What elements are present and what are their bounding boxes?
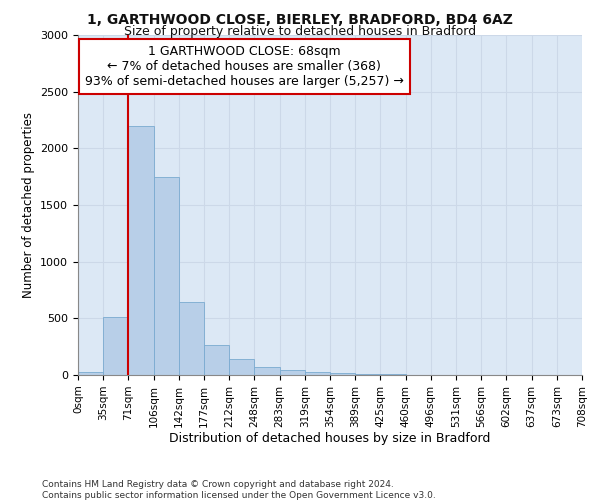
Bar <box>103 317 128 375</box>
Bar <box>179 302 204 375</box>
Bar <box>229 358 254 375</box>
Bar <box>330 372 355 375</box>
Y-axis label: Number of detached properties: Number of detached properties <box>22 112 35 298</box>
Bar <box>204 345 229 375</box>
Text: 1, GARTHWOOD CLOSE, BIERLEY, BRADFORD, BD4 6AZ: 1, GARTHWOOD CLOSE, BIERLEY, BRADFORD, B… <box>87 12 513 26</box>
X-axis label: Distribution of detached houses by size in Bradford: Distribution of detached houses by size … <box>169 432 491 446</box>
Bar <box>380 374 406 375</box>
Text: Contains HM Land Registry data © Crown copyright and database right 2024.: Contains HM Land Registry data © Crown c… <box>42 480 394 489</box>
Bar <box>128 126 154 375</box>
Bar <box>280 370 305 375</box>
Text: Contains public sector information licensed under the Open Government Licence v3: Contains public sector information licen… <box>42 491 436 500</box>
Bar <box>78 372 103 375</box>
Bar <box>154 176 179 375</box>
Text: Size of property relative to detached houses in Bradford: Size of property relative to detached ho… <box>124 25 476 38</box>
Bar <box>254 366 280 375</box>
Bar <box>305 372 330 375</box>
Bar <box>355 374 380 375</box>
Text: 1 GARTHWOOD CLOSE: 68sqm
← 7% of detached houses are smaller (368)
93% of semi-d: 1 GARTHWOOD CLOSE: 68sqm ← 7% of detache… <box>85 45 404 88</box>
